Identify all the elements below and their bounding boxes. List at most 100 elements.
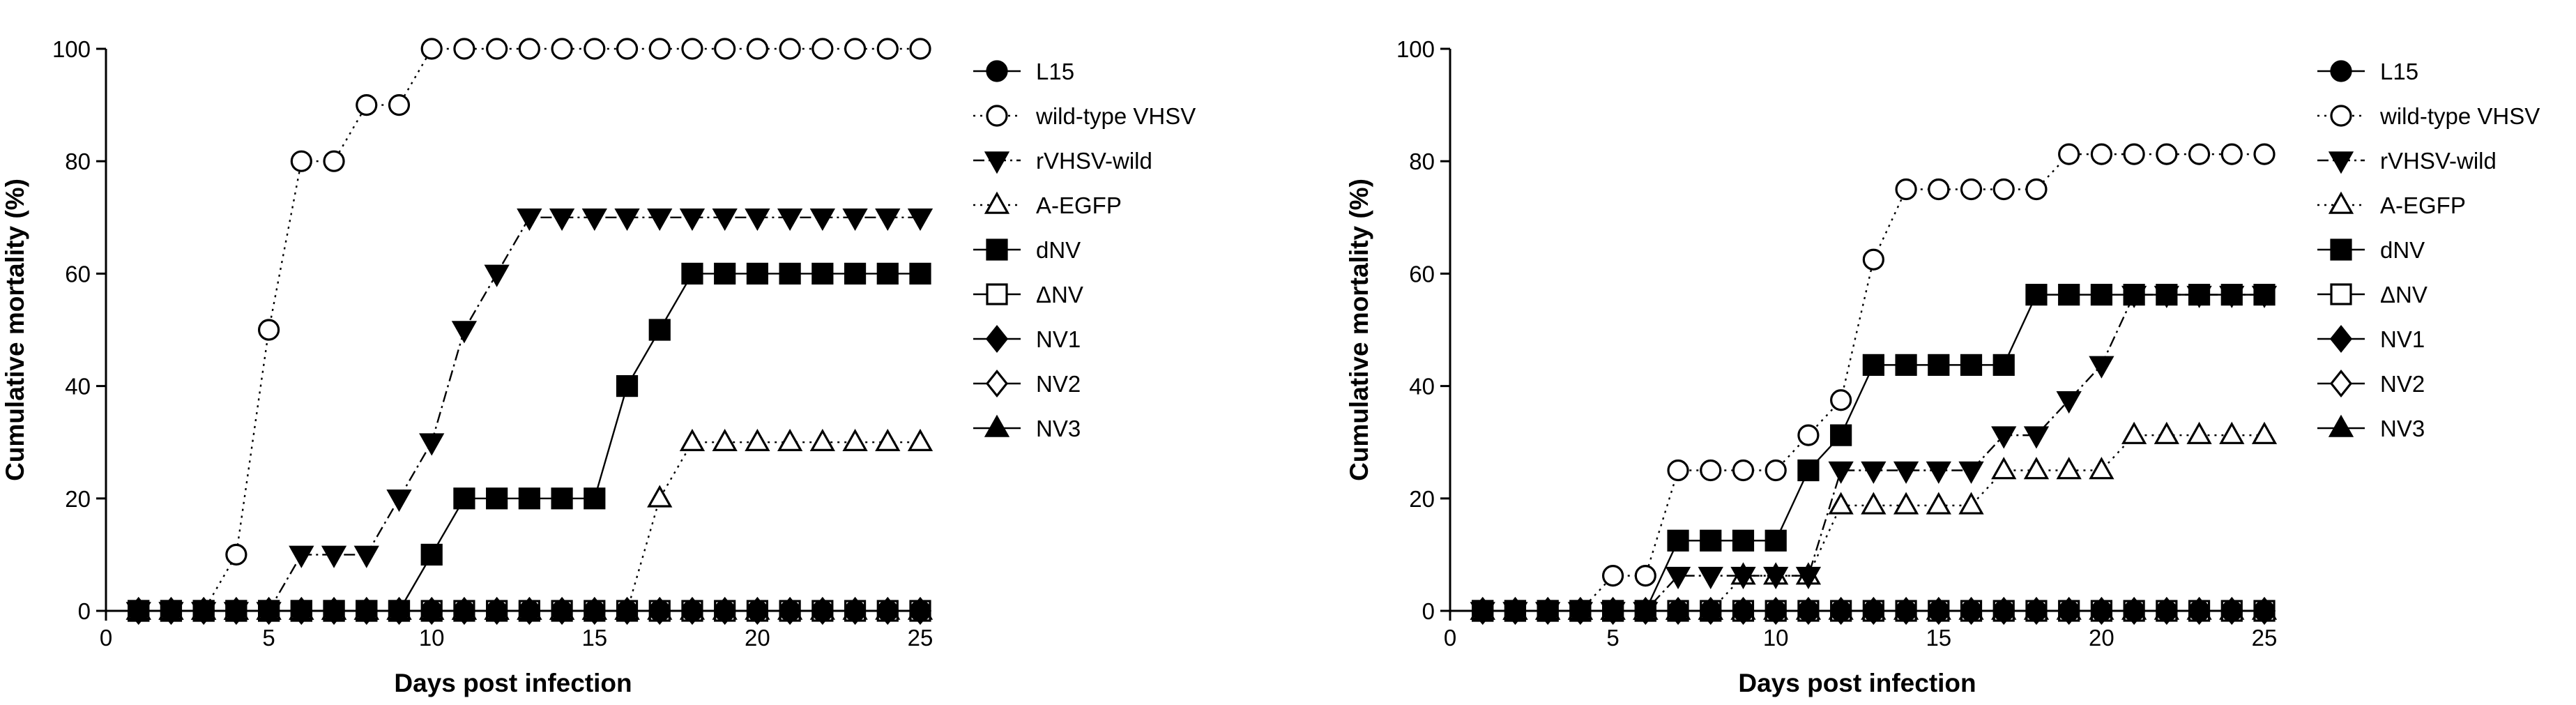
data-point	[419, 433, 445, 456]
legend-label: NV1	[1036, 326, 1081, 352]
data-point	[647, 485, 673, 508]
series-line	[138, 47, 920, 612]
data-point	[1732, 600, 1755, 622]
legend-label: A-EGFP	[1036, 192, 1122, 218]
data-point	[388, 94, 411, 116]
data-point	[1960, 354, 1983, 376]
data-point	[486, 38, 508, 60]
data-point	[2058, 143, 2080, 165]
data-point	[453, 600, 475, 622]
legend-marker	[2330, 105, 2352, 127]
chart-left: 0 5 10 15 20 25 0 20 40 60 80 100 Days post infectio…	[1, 36, 1196, 697]
data-point	[712, 209, 738, 232]
data-point	[2123, 600, 2145, 622]
data-point	[290, 600, 312, 622]
x-tick-label: 20	[2089, 625, 2114, 651]
data-point	[1634, 565, 1656, 587]
data-point	[1700, 529, 1722, 552]
data-point	[616, 38, 639, 60]
data-point	[907, 209, 933, 232]
data-point	[551, 38, 573, 60]
data-point	[1602, 565, 1624, 587]
data-point	[1634, 600, 1656, 622]
legend-label: rVHSV-wild	[1036, 148, 1152, 174]
legend-label: wild-type VHSV	[2379, 103, 2540, 129]
data-point	[1991, 457, 2017, 480]
data-point	[746, 600, 769, 622]
data-point	[909, 600, 931, 622]
data-point	[712, 428, 738, 452]
data-point	[1795, 566, 1822, 589]
data-point	[809, 428, 835, 452]
data-point	[551, 487, 573, 510]
data-point	[225, 543, 247, 566]
data-point	[1472, 600, 1494, 622]
y-tick-label: 0	[1422, 598, 1435, 624]
data-point	[2058, 284, 2080, 306]
data-point	[1569, 600, 1592, 622]
data-point	[1667, 600, 1689, 622]
legend-marker	[984, 191, 1010, 214]
series-line	[1482, 153, 2264, 612]
data-point	[1667, 529, 1689, 552]
data-point	[1992, 354, 2015, 376]
legend-item: A-EGFP	[2317, 191, 2466, 218]
data-point	[1765, 600, 1787, 622]
data-point	[2220, 600, 2243, 622]
data-point	[2025, 284, 2048, 306]
data-point	[875, 428, 901, 452]
data-point	[2090, 284, 2112, 306]
data-point	[842, 428, 868, 452]
data-point	[128, 600, 150, 622]
data-point	[714, 600, 736, 622]
data-point	[1730, 566, 1756, 589]
y-tick-label: 20	[65, 486, 91, 512]
legend-label: A-EGFP	[2380, 192, 2466, 218]
x-tick-label: 0	[100, 625, 112, 651]
data-point	[1862, 354, 1884, 376]
y-tick-label: 100	[1396, 36, 1435, 62]
data-point	[2154, 285, 2179, 308]
data-point	[486, 487, 508, 510]
data-point	[289, 545, 314, 568]
data-point	[614, 209, 640, 232]
legend-label: NV3	[1036, 416, 1081, 441]
data-point	[1665, 566, 1691, 589]
legend-item: NV2	[2317, 369, 2425, 398]
legend-label: L15	[1036, 59, 1074, 84]
data-point	[811, 38, 834, 60]
data-point	[1602, 600, 1624, 622]
data-point	[779, 38, 801, 60]
y-tick-label: 80	[65, 149, 91, 174]
data-point	[258, 600, 280, 622]
y-tick-label: 40	[65, 374, 91, 400]
data-point	[1992, 600, 2015, 622]
data-point	[420, 38, 443, 60]
legend-item: NV3	[2317, 414, 2425, 441]
data-point	[420, 543, 443, 566]
y-tick-label: 60	[65, 261, 91, 287]
data-point	[679, 428, 706, 452]
data-point	[453, 487, 475, 510]
data-point	[648, 319, 671, 341]
data-point	[2090, 143, 2112, 165]
x-tick-label: 10	[1763, 625, 1789, 651]
y-tick-label: 60	[1409, 261, 1435, 287]
data-point	[518, 38, 540, 60]
data-point	[2219, 285, 2245, 308]
data-point	[1960, 178, 1983, 201]
axes: 0 5 10 15 20 25 0 20 40 60 80 100 Days post infectio…	[1, 36, 933, 697]
data-point	[2056, 391, 2082, 414]
legend-marker	[2329, 369, 2353, 398]
legend-item: ΔNV	[973, 282, 1083, 308]
y-tick-label: 100	[52, 36, 91, 62]
data-point	[2056, 457, 2082, 480]
x-tick-label: 15	[581, 625, 607, 651]
legend-marker	[986, 238, 1008, 261]
data-point	[1958, 461, 1984, 484]
legend-item: NV1	[973, 324, 1081, 354]
series-dNV	[1472, 284, 2276, 622]
legend-marker	[2330, 283, 2352, 305]
legend-label: dNV	[2380, 237, 2425, 263]
